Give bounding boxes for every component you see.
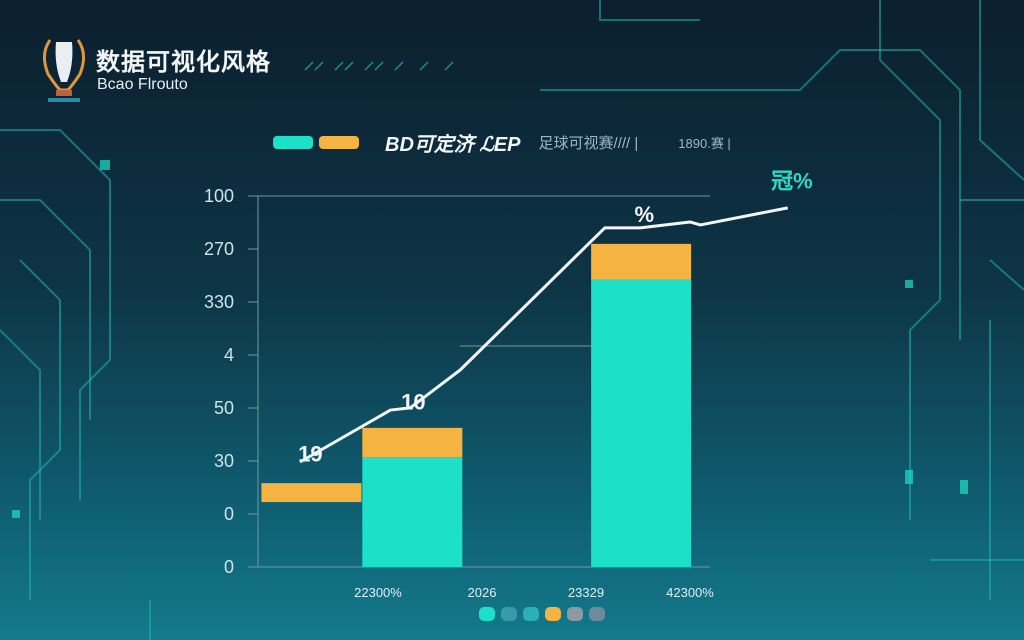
pagination-dots: [479, 607, 611, 621]
data-label: %: [634, 202, 654, 227]
bar-teal: [362, 457, 463, 567]
y-tick-label: 4: [224, 345, 234, 365]
bar-teal: [591, 279, 692, 567]
bar-orange: [591, 243, 692, 280]
y-tick-label: 0: [224, 557, 234, 577]
x-tick-label: 23329: [568, 585, 604, 600]
y-tick-label: 330: [204, 292, 234, 312]
x-tick-label: 42300%: [666, 585, 714, 600]
legend-swatch-orange: [319, 136, 359, 149]
y-tick-label: 30: [214, 451, 234, 471]
legend-label: BD可定济 ℒEP: [385, 134, 521, 156]
page-dot-4[interactable]: [545, 607, 561, 621]
legend-sublabel: 足球可视赛//// |: [538, 135, 639, 152]
legend-endlabel: 1890.赛 |: [678, 136, 731, 151]
y-tick-label: 100: [204, 186, 234, 206]
page-subtitle: Bcao Flrouto: [97, 76, 188, 93]
y-tick-label: 270: [204, 239, 234, 259]
data-label: 冠%: [771, 169, 813, 194]
trend-line: [299, 206, 789, 464]
page-title: 数据可视化风格: [96, 49, 271, 76]
trophy-logo-icon: [43, 39, 85, 102]
page-dot-1[interactable]: [479, 607, 495, 621]
data-label: 19: [298, 441, 322, 466]
page-dot-3[interactable]: [523, 607, 539, 621]
bar-orange: [362, 427, 463, 458]
legend-swatch-teal: [273, 136, 313, 149]
data-label: 10: [401, 389, 425, 414]
x-tick-label: 2026: [468, 585, 497, 600]
chart-legend: BD可定济 ℒEP 足球可视赛//// | 1890.赛 |: [273, 128, 731, 157]
x-tick-label: 22300%: [354, 585, 402, 600]
y-tick-label: 50: [214, 398, 234, 418]
page-dot-2[interactable]: [501, 607, 517, 621]
page-dot-5[interactable]: [567, 607, 583, 621]
y-tick-label: 0: [224, 504, 234, 524]
bar-orange: [261, 483, 362, 503]
page-dot-6[interactable]: [589, 607, 605, 621]
